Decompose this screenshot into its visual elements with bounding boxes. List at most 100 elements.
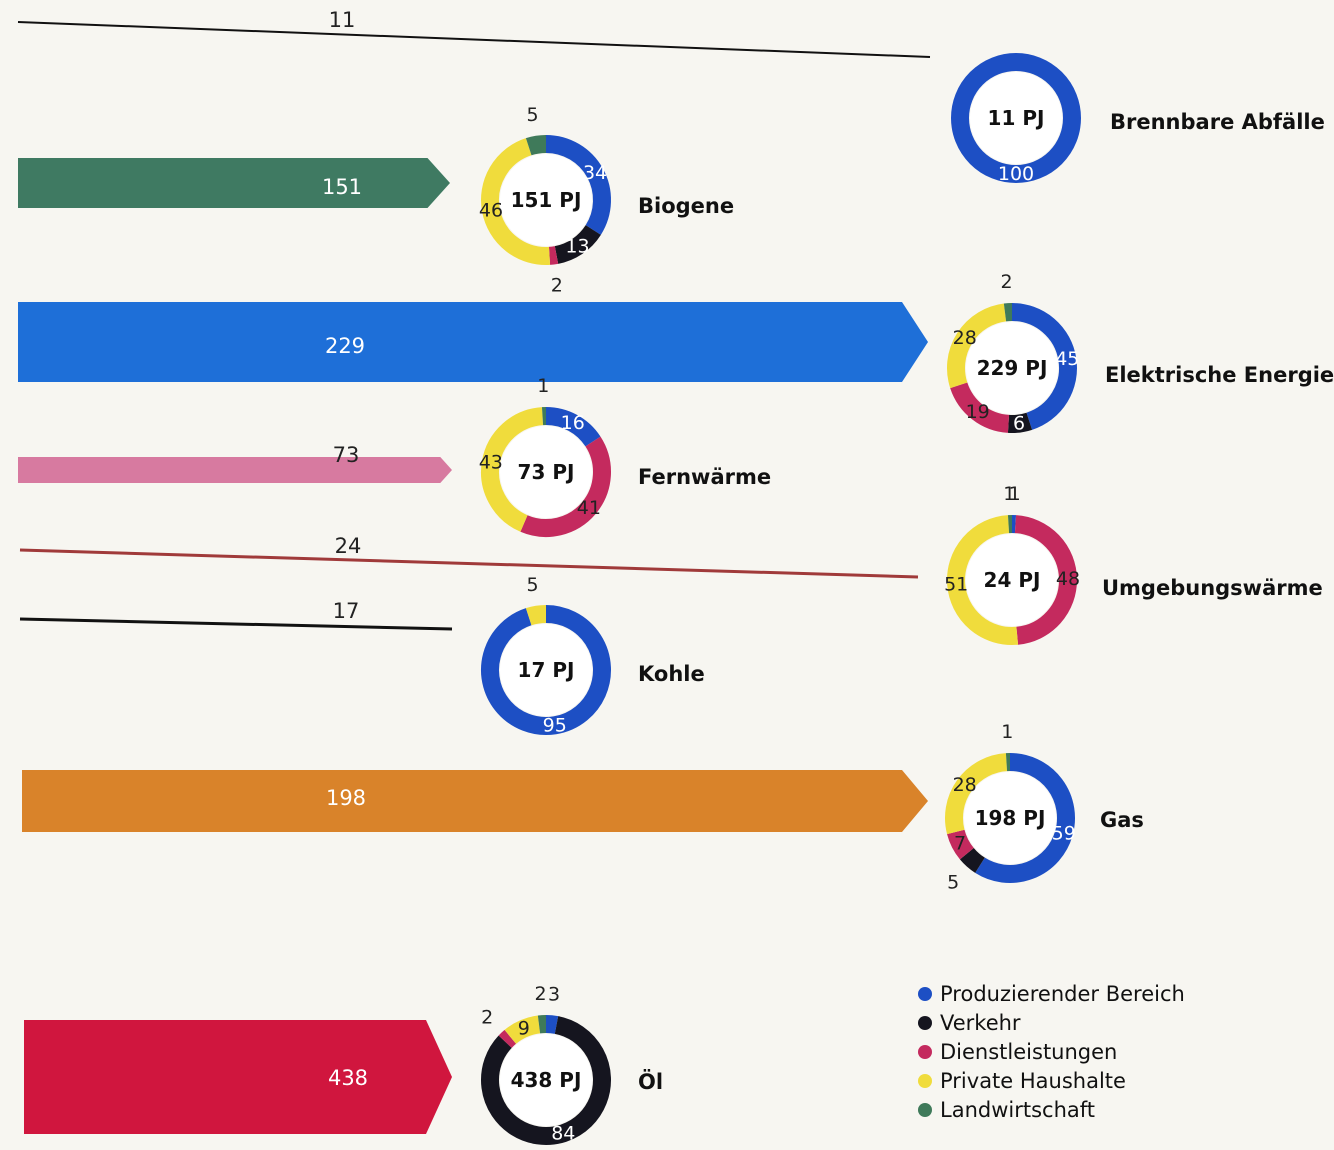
legend-swatch [918,987,932,1001]
donut-segment-verkehr [481,1016,611,1145]
donut-segment-produzierender-bereich [545,407,601,447]
share-label: 6 [1013,413,1025,435]
carrier-name: Elektrische Energie [1105,363,1334,387]
carrier-name: Kohle [638,662,705,686]
carrier-name: Biogene [638,194,734,218]
carrier-name: Gas [1100,808,1144,832]
carrier-name: Fernwärme [638,465,771,489]
donut-hole [500,1034,592,1126]
legend-entry: Private Haushalte [940,1069,1126,1093]
share-label: 95 [543,714,567,736]
share-label: 28 [953,327,977,349]
donut-segment-dienstleistungen [548,246,559,265]
share-label: 59 [1052,823,1076,845]
carrier-group-0 [17,21,1081,183]
donut-hole [500,154,592,246]
carrier-name: Umgebungswärme [1102,576,1323,600]
flow-value-label: 438 [328,1066,368,1090]
donut-segment-private-haushalte [945,753,1008,835]
donut-segment-produzierender-bereich [481,605,611,735]
share-label: 1 [1009,483,1021,505]
share-label: 16 [561,412,585,434]
flow-arrow [22,770,928,832]
donut-hole [966,534,1058,626]
donut-segment-verkehr [1007,412,1033,433]
donut-center-label: 17 PJ [518,658,575,682]
share-label: 43 [479,451,503,473]
legend-entry: Landwirtschaft [940,1098,1095,1122]
donut-segment-private-haushalte [947,515,1019,645]
legend-entry: Produzierender Bereich [940,982,1185,1006]
legend-swatch [918,1045,932,1059]
donut-center-label: 151 PJ [511,188,582,212]
flow-value-label: 229 [325,334,365,358]
donut-hole [964,772,1056,864]
donut-hole [966,322,1058,414]
donut-hole [500,624,592,716]
flow-line [17,21,931,58]
flow-arrow [18,457,452,483]
share-label: 5 [526,104,538,126]
carrier-group-2 [18,302,1077,433]
donut-segment-private-haushalte [481,138,551,265]
legend-swatch [918,1103,932,1117]
carrier-name: Öl [638,1069,663,1094]
flow-arrow [18,302,928,382]
share-label: 13 [565,235,589,257]
share-label: 1 [1003,483,1015,505]
carrier-group-1 [18,135,611,265]
flow-value-label: 73 [333,443,360,467]
share-label: 45 [1055,348,1079,370]
legend-swatch [918,1016,932,1030]
donut-segment-produzierender-bereich [951,53,1081,183]
share-label: 2 [1001,271,1013,293]
share-label: 2 [535,983,547,1005]
share-label: 1 [537,375,549,397]
legend-entry: Verkehr [940,1011,1021,1035]
donut-segment-dienstleistungen [950,382,1010,433]
share-label: 51 [944,573,968,595]
donut-hole [500,426,592,518]
carrier-name: Brennbare Abfälle [1110,110,1325,134]
flow-value-label: 198 [326,786,366,810]
flow-line [19,617,453,631]
share-label: 100 [998,163,1034,185]
donut-center-label: 11 PJ [988,106,1045,130]
carrier-group-5 [19,605,611,735]
share-label: 9 [518,1018,530,1040]
share-label: 5 [947,872,959,894]
flow-arrow [24,1020,452,1134]
share-label: 34 [583,162,607,184]
donut-center-label: 24 PJ [984,568,1041,592]
donut-segment-dienstleistungen [1014,515,1077,645]
share-label: 41 [577,497,601,519]
donut-hole [970,72,1062,164]
share-label: 28 [953,774,977,796]
donut-segment-private-haushalte [947,303,1007,389]
donut-segment-produzierender-bereich [545,1014,559,1034]
legend-swatch [918,1074,932,1088]
donut-segment-produzierender-bereich [1011,303,1077,430]
donut-segment-private-haushalte [481,407,544,532]
donut-segment-verkehr [959,847,986,873]
carrier-group-3 [18,406,611,537]
donut-segment-dienstleistungen [520,436,611,537]
share-label: 84 [551,1122,575,1144]
flow-value-label: 17 [333,599,360,623]
share-label: 3 [548,983,560,1005]
share-label: 2 [551,274,563,296]
share-label: 5 [526,574,538,596]
donut-center-label: 198 PJ [975,806,1046,830]
donut-segment-landwirtschaft [525,135,547,156]
share-label: 48 [1056,568,1080,590]
flow-value-label: 24 [335,534,362,558]
carrier-group-4 [19,514,1077,645]
flow-line [19,548,919,579]
donut-center-label: 73 PJ [518,460,575,484]
donut-segment-dienstleistungen [498,1029,517,1048]
carrier-group-7 [24,1014,611,1145]
donut-segment-produzierender-bereich [545,135,611,235]
share-label: 1 [1001,721,1013,743]
donut-center-label: 229 PJ [977,356,1048,380]
